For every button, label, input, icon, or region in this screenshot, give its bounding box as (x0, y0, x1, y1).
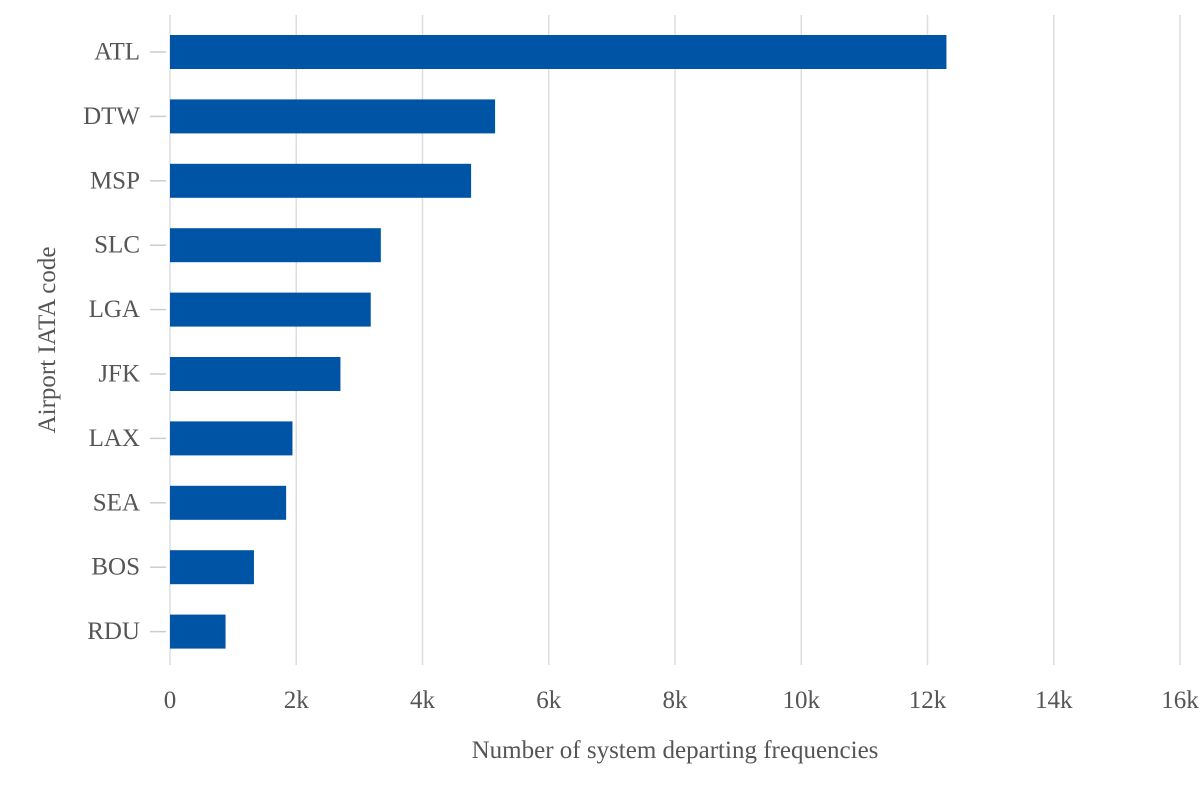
x-tick-label: 6k (536, 687, 562, 714)
x-tick-label: 0 (164, 687, 177, 714)
x-tick-label: 10k (783, 687, 821, 714)
x-axis-title: Number of system departing frequencies (472, 737, 879, 764)
bar (170, 99, 496, 134)
bar (170, 614, 226, 649)
x-tick-label: 8k (663, 687, 689, 714)
y-axis-title: Airport IATA code (34, 247, 61, 434)
bar (170, 550, 254, 585)
y-tick-label: SLC (94, 232, 140, 259)
y-tick-label: LGA (89, 296, 140, 323)
y-tick-label: LAX (89, 425, 140, 452)
x-tick-label: 2k (284, 687, 310, 714)
y-tick-label: BOS (91, 554, 140, 581)
bar (170, 35, 947, 69)
bar (170, 485, 287, 520)
y-axis-ticks: ATL DTW MSP SLC LGA JFK LAX SEA BOS RDU (83, 39, 166, 645)
bar (170, 421, 293, 456)
x-tick-label: 14k (1035, 687, 1073, 714)
x-tick-label: 4k (410, 687, 436, 714)
x-tick-label: 12k (909, 687, 947, 714)
x-axis-ticks: 0 2k 4k 6k 8k 10k 12k 14k 16k (164, 687, 1200, 714)
bar (170, 228, 381, 263)
bar (170, 357, 341, 391)
y-tick-label: SEA (93, 489, 140, 516)
bar (170, 163, 472, 198)
y-tick-label: ATL (94, 39, 140, 66)
y-tick-label: JFK (98, 361, 140, 388)
y-tick-label: DTW (83, 103, 140, 130)
y-tick-label: MSP (90, 167, 140, 194)
bars (170, 35, 947, 649)
x-tick-label: 16k (1161, 687, 1199, 714)
bar (170, 292, 371, 327)
y-tick-label: RDU (87, 618, 140, 645)
